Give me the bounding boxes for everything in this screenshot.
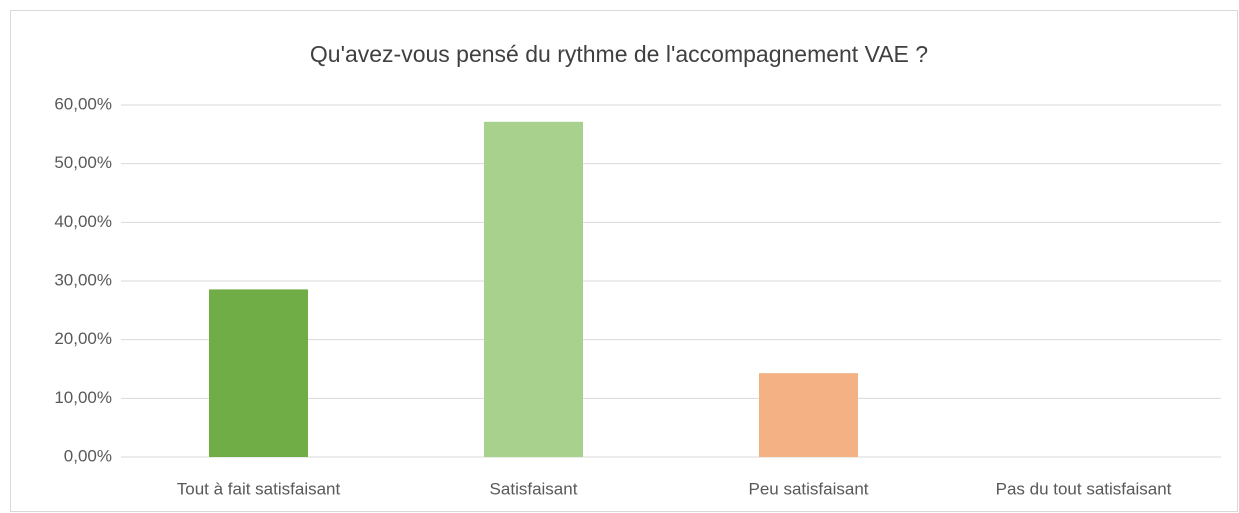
x-tick-label: Pas du tout satisfaisant bbox=[996, 479, 1172, 498]
y-tick-label: 30,00% bbox=[54, 270, 112, 289]
bar bbox=[484, 121, 583, 458]
y-tick-label: 10,00% bbox=[54, 388, 112, 407]
chart-border bbox=[10, 10, 1238, 512]
y-tick-label: 0,00% bbox=[64, 446, 112, 465]
x-tick-label: Peu satisfaisant bbox=[748, 479, 868, 498]
chart-title: Qu'avez-vous pensé du rythme de l'accomp… bbox=[310, 41, 928, 67]
y-tick-label: 40,00% bbox=[54, 212, 112, 231]
x-tick-label: Satisfaisant bbox=[490, 479, 578, 498]
y-tick-label: 20,00% bbox=[54, 329, 112, 348]
bar bbox=[759, 373, 858, 457]
x-tick-label: Tout à fait satisfaisant bbox=[177, 479, 341, 498]
y-tick-label: 60,00% bbox=[54, 94, 112, 113]
y-tick-label: 50,00% bbox=[54, 153, 112, 172]
bar bbox=[209, 289, 308, 457]
